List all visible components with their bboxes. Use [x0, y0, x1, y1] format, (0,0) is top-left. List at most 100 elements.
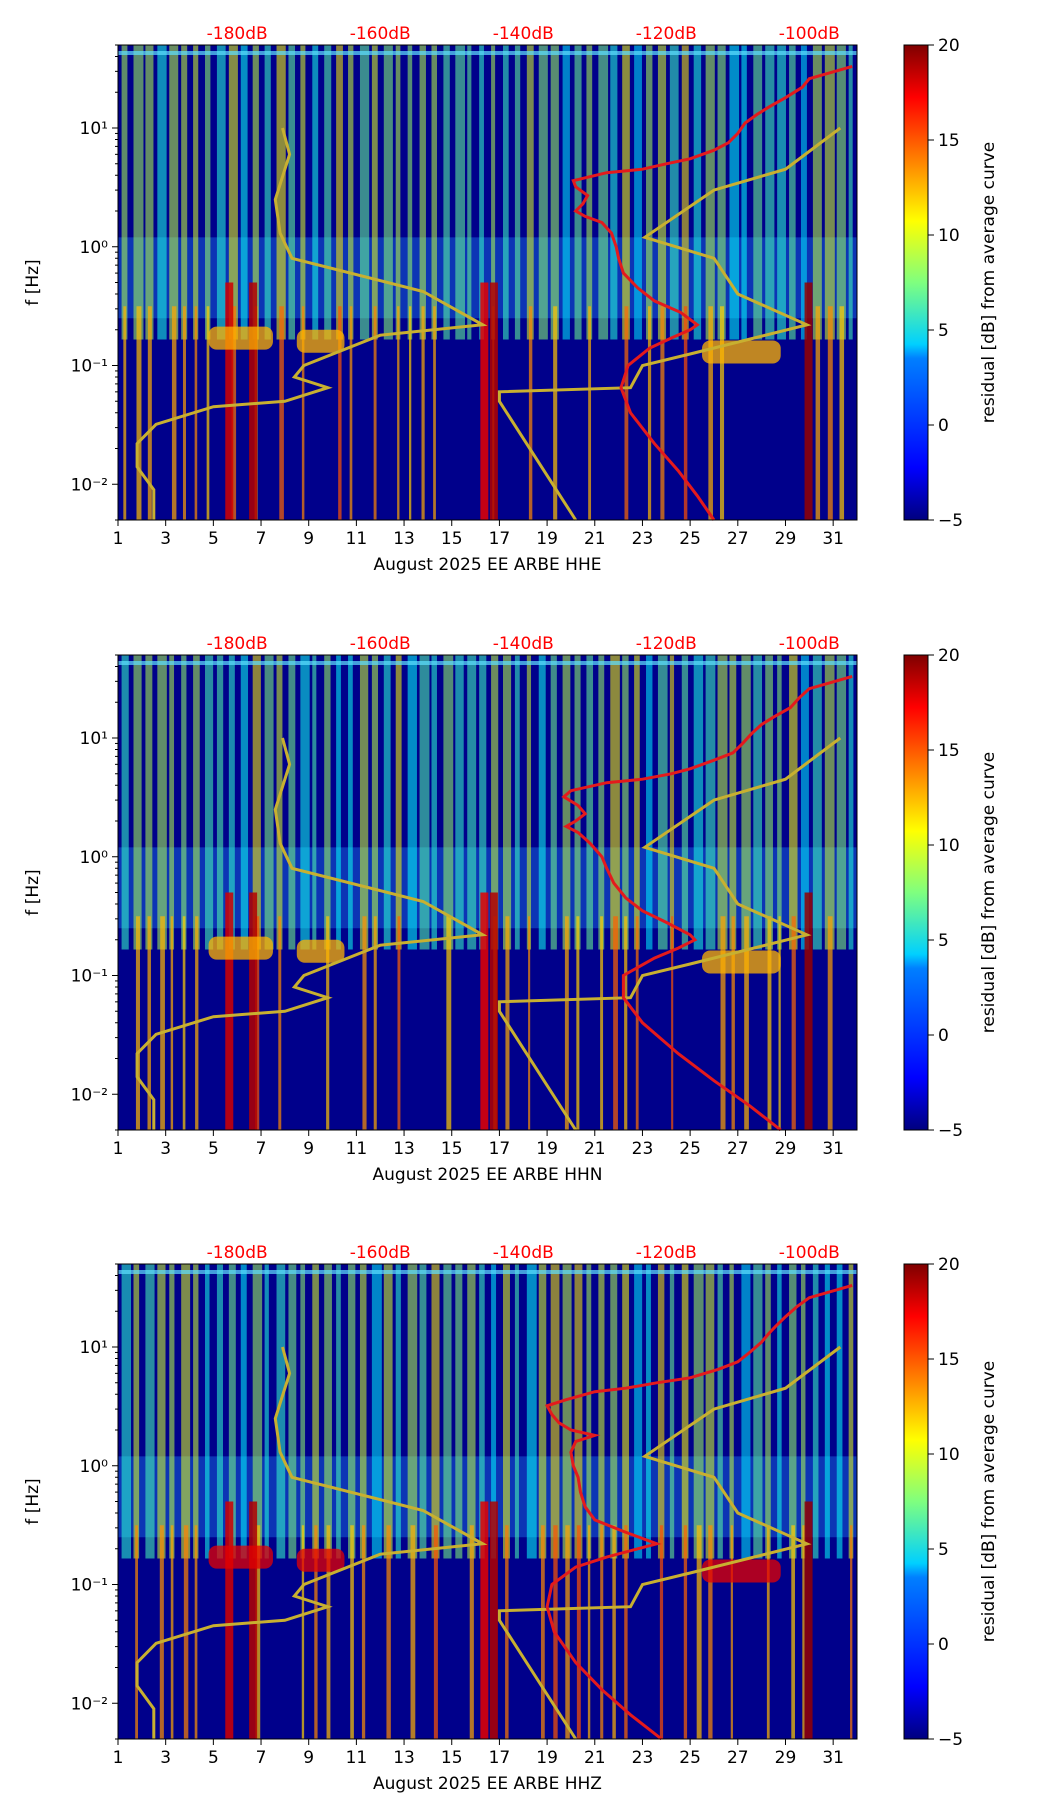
daily-stripe — [205, 655, 214, 950]
daily-stripe — [765, 655, 773, 950]
daily-stripe-low — [671, 916, 674, 1130]
daily-stripe-low — [170, 1525, 174, 1739]
daily-stripe — [455, 655, 464, 950]
daily-stripe-low — [279, 306, 284, 520]
daily-stripe — [455, 1264, 463, 1559]
daily-stripe-low — [683, 1525, 688, 1739]
top-label-hhn-0: -180dB — [207, 634, 268, 654]
high-noise-model-curve — [497, 126, 842, 521]
daily-stripe — [157, 45, 167, 340]
daily-stripe — [610, 45, 618, 340]
daily-stripe — [312, 655, 317, 950]
daily-stripe — [777, 655, 782, 950]
daily-stripe-low — [778, 916, 781, 1130]
event-column — [225, 892, 234, 1130]
daily-stripe — [717, 45, 726, 340]
x-tick-label: 19 — [536, 1139, 558, 1159]
daily-stripe — [371, 1264, 382, 1559]
daily-stripe — [169, 655, 175, 950]
daily-stripe — [491, 1264, 497, 1559]
daily-stripe-low — [827, 916, 833, 1130]
daily-stripe — [431, 655, 437, 950]
daily-stripe-low — [730, 1525, 733, 1739]
x-tick-label: 21 — [584, 1748, 606, 1768]
daily-stripe — [216, 655, 224, 950]
daily-stripe — [848, 45, 853, 340]
hf-line — [118, 661, 857, 665]
daily-stripe — [741, 655, 751, 950]
xlabel-hhz: August 2025 EE ARBE HHZ — [373, 1774, 602, 1794]
daily-stripe — [729, 1264, 734, 1559]
daily-stripe-low — [624, 1525, 628, 1739]
microseism-patch — [702, 340, 781, 364]
daily-stripe — [348, 45, 354, 340]
daily-stripe — [550, 1264, 560, 1559]
x-tick-label: 21 — [584, 1139, 606, 1159]
daily-stripe-low — [600, 1525, 604, 1739]
daily-stripe — [383, 655, 391, 950]
daily-stripe-low — [301, 1525, 305, 1739]
daily-stripe-low — [136, 306, 142, 520]
x-tick-label: 11 — [346, 1748, 368, 1768]
daily-stripe — [264, 45, 271, 340]
daily-stripe — [538, 655, 546, 950]
daily-stripe — [228, 1264, 236, 1559]
daily-stripe — [240, 1264, 247, 1559]
daily-stripe — [669, 45, 679, 340]
colorbar-tick-label: 10 — [938, 836, 960, 856]
daily-stripe-low — [182, 916, 186, 1130]
x-tick-label: 31 — [822, 529, 844, 549]
daily-stripe-low — [231, 306, 237, 520]
daily-stripe — [777, 1264, 782, 1559]
daily-stripe — [646, 655, 653, 950]
overlay-hhn — [135, 674, 853, 1132]
daily-stripe — [193, 1264, 199, 1559]
top-label-hhn-3: -120dB — [636, 634, 697, 654]
y-tick-label: 10⁻² — [71, 1694, 108, 1714]
daily-stripe — [622, 45, 630, 340]
y-tick-label: 10¹ — [80, 119, 108, 139]
daily-stripe — [526, 1264, 537, 1559]
daily-stripe — [383, 1264, 393, 1559]
top-label-hhz-2: -140dB — [493, 1243, 554, 1263]
daily-stripe-low — [397, 916, 401, 1130]
daily-stripe — [789, 655, 798, 950]
colorbar-tick-label: 5 — [938, 1540, 949, 1560]
daily-stripe — [586, 1264, 592, 1559]
x-tick-label: 23 — [632, 1748, 654, 1768]
daily-stripe — [276, 45, 286, 340]
daily-stripe — [789, 45, 796, 340]
top-label-hhz-3: -120dB — [636, 1243, 697, 1263]
daily-stripe-low — [433, 306, 436, 520]
daily-stripe — [467, 45, 472, 340]
daily-stripe — [133, 655, 142, 950]
x-tick-label: 5 — [208, 529, 219, 549]
y-tick-label: 10⁰ — [80, 1457, 109, 1477]
daily-stripe — [836, 45, 846, 340]
daily-stripe — [824, 45, 835, 340]
top-label-hhe-0: -180dB — [207, 24, 268, 44]
x-tick-label: 1 — [113, 1748, 124, 1768]
daily-stripe — [479, 1264, 485, 1559]
daily-stripe — [252, 1264, 263, 1559]
daily-stripe — [419, 655, 430, 950]
x-tick-label: 3 — [160, 1139, 171, 1159]
daily-stripe — [193, 45, 199, 340]
x-tick-label: 13 — [393, 529, 415, 549]
daily-stripe-low — [349, 306, 353, 520]
residual-curve — [571, 64, 853, 521]
daily-stripe-low — [696, 1525, 702, 1739]
daily-stripe — [252, 45, 259, 340]
low-noise-model-curve — [135, 1346, 488, 1739]
daily-stripe-low — [720, 916, 726, 1130]
daily-stripe-low — [587, 1525, 591, 1739]
daily-stripe — [598, 655, 605, 950]
daily-stripe — [288, 1264, 297, 1559]
daily-stripe — [657, 655, 668, 950]
daily-stripe — [634, 45, 642, 340]
daily-stripe — [336, 45, 343, 340]
microseism-patch — [208, 1545, 273, 1569]
daily-stripe — [729, 45, 740, 340]
daily-stripe — [407, 1264, 418, 1559]
daily-stripe — [348, 1264, 356, 1559]
